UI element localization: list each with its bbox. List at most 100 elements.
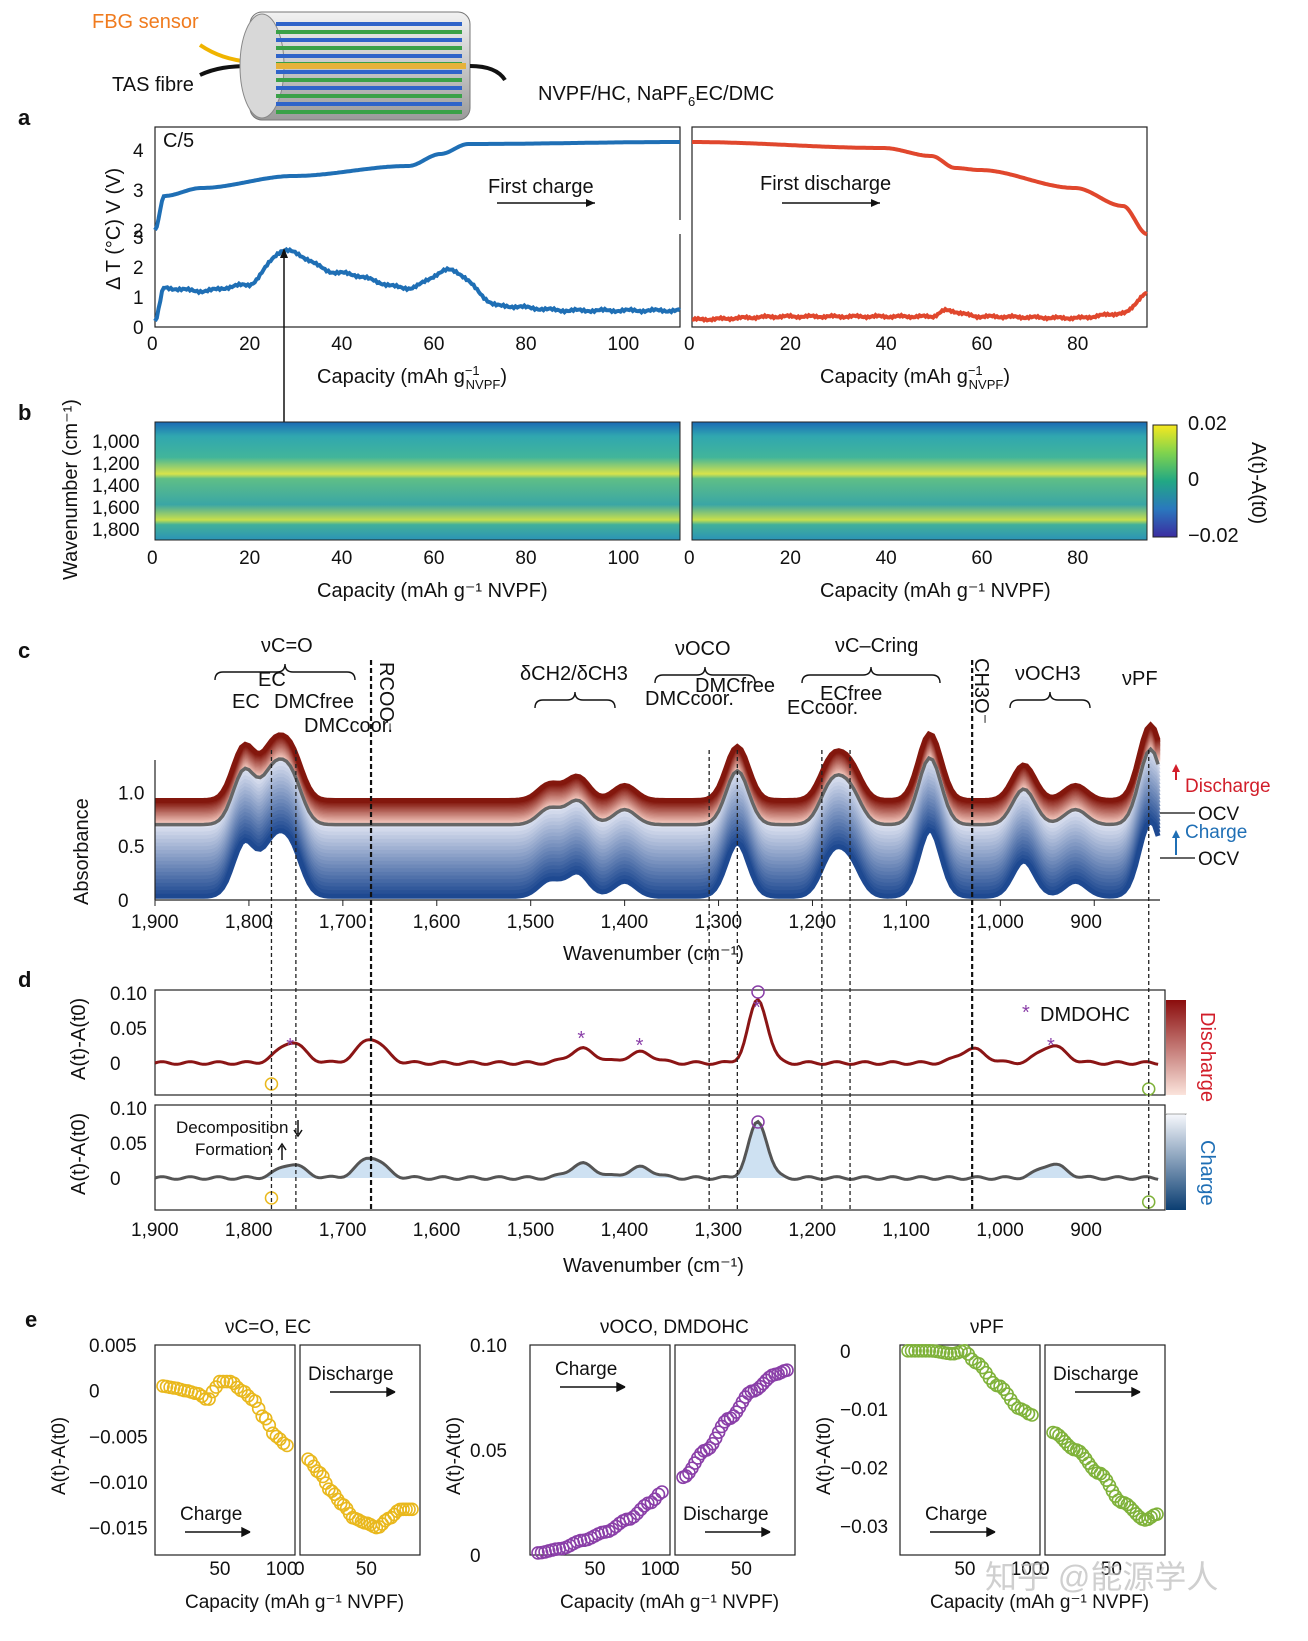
panel-e-xlabel: Capacity (mAh g⁻¹ NVPF) [185,1592,404,1613]
x-tick-label: 1,400 [601,912,649,933]
y-tick-label: −0.02 [840,1459,888,1480]
panel-a-ylabel: Δ T (°C) V (V) [103,168,125,290]
curve-first-charge [153,140,680,231]
data-point [255,1409,270,1423]
tracked-peak-circle [751,985,765,999]
y-tick-label: 0.05 [110,1134,147,1155]
spectrum [155,776,1161,859]
first-discharge-label: First discharge [760,173,891,195]
label-ec: EC [258,669,286,691]
x-tick: 60 [971,548,992,569]
first-discharge-arrowhead [871,199,880,207]
data-point [212,1374,227,1389]
decomposition-label: Decomposition [176,1118,288,1137]
spectrum [155,773,1161,855]
panel-d-top-frame [154,989,1166,1096]
legend-charge: Charge [1185,822,1247,843]
x-tick-label: 1,500 [507,912,555,933]
label-ch2: δCH2/δCH3 [520,663,628,685]
x-tick-label: 1,600 [413,1220,461,1241]
charge-arrowhead [1172,830,1180,838]
data-point [1007,1397,1022,1412]
x-tick: 40 [876,334,897,355]
data-point [1064,1440,1078,1455]
data-point [644,1495,659,1510]
x-tick-label: 1,100 [882,1220,930,1241]
spectrum [155,747,1161,830]
data-point [915,1344,929,1358]
data-point [324,1484,339,1499]
charge-frame [899,1344,1041,1556]
first-charge-arrowhead [586,199,595,207]
electrode-layer [276,86,462,90]
panel-d: d 0 0.05 0.10 0 0.05 0.10 1,900 1,800 1,700 1,600… [18,660,1218,1277]
x-tick: 40 [331,334,352,355]
spectrum [155,791,1161,874]
spectrum [155,784,1161,866]
x-tick-label: 0 [1039,1559,1050,1580]
data-point [205,1384,220,1399]
x-tick-label: 50 [1101,1559,1122,1580]
brace-vco [214,663,356,681]
discharge-arrowhead [1172,764,1180,772]
spectrum [155,765,1161,848]
data-point [911,1344,926,1358]
brace-ch2 [534,691,616,709]
electrode-layer [276,78,462,82]
discharge-frame [299,1344,421,1556]
cell-label-main: NVPF/HC, NaPF [538,83,688,105]
spectra-stack [155,721,1161,899]
x-tick-label: 1,300 [695,1220,743,1241]
legend-discharge: Discharge [1185,776,1271,797]
data-point [901,1344,915,1358]
panel-b: b 0.02 0 −0.02 A(t)-A(t0) 1,0001,2001,40… [18,399,1269,602]
x-tick: 0 [147,548,158,569]
dt-tick: 2 [133,258,144,279]
first-charge-label: First charge [488,176,594,198]
panel-c-letter: c [18,638,30,663]
wavenumber-tick: 1,400 [92,476,140,497]
data-point [943,1346,958,1361]
dt-tick: 3 [133,228,144,249]
xlabel-sub: NVPF [466,377,501,392]
wavenumber-tick: 1,600 [92,498,140,519]
x-tick: 20 [780,548,801,569]
discharge-frame [1044,1344,1166,1556]
x-tick-label: 1,400 [601,1220,649,1241]
y-tick-label: −0.01 [840,1400,888,1421]
y-tick-label: 0.10 [110,984,147,1005]
data-point [964,1352,979,1367]
xlabel-end: ) [500,366,507,388]
panel-d-curves [154,997,1160,1181]
data-point [972,1356,986,1371]
panel-a-xlabel: Capacity (mAh g−1 NVPF) [317,363,507,392]
electrode-layer [276,70,462,74]
data-point [216,1374,231,1389]
cell-label-end: EC/DMC [695,83,774,105]
discharge-frame [674,1344,796,1556]
data-point [248,1394,262,1409]
y-tick-label: 0.05 [470,1441,507,1462]
xlabel-sup: −1 [465,363,480,378]
brace-voco [654,666,756,684]
spectrum [155,806,1161,888]
x-tick-label: 1,500 [507,1220,555,1241]
data-point [405,1502,419,1517]
label-ch3o: CH3O⁻ [970,658,992,724]
d-discharge-label: Discharge [1196,1012,1218,1102]
label-vco: νC=O [261,635,313,657]
data-point [280,1438,294,1453]
spectrum [155,817,1161,899]
panel-c-ticks: 1,900 1,800 1,700 1,600 1,500 1,400 1,300 1,200… [118,783,1102,933]
spectrum [155,754,1161,837]
data-point [237,1385,252,1399]
x-tick-label: 1,600 [413,912,461,933]
colorbar-tick-mid: 0 [1188,469,1199,491]
discharge-arrow [330,1386,396,1398]
curve-charge [153,246,682,323]
x-tick-label: 50 [731,1559,752,1580]
data-point [230,1380,245,1395]
difference-curve [154,997,1159,1066]
legend-ocv-1: OCV [1198,804,1240,825]
